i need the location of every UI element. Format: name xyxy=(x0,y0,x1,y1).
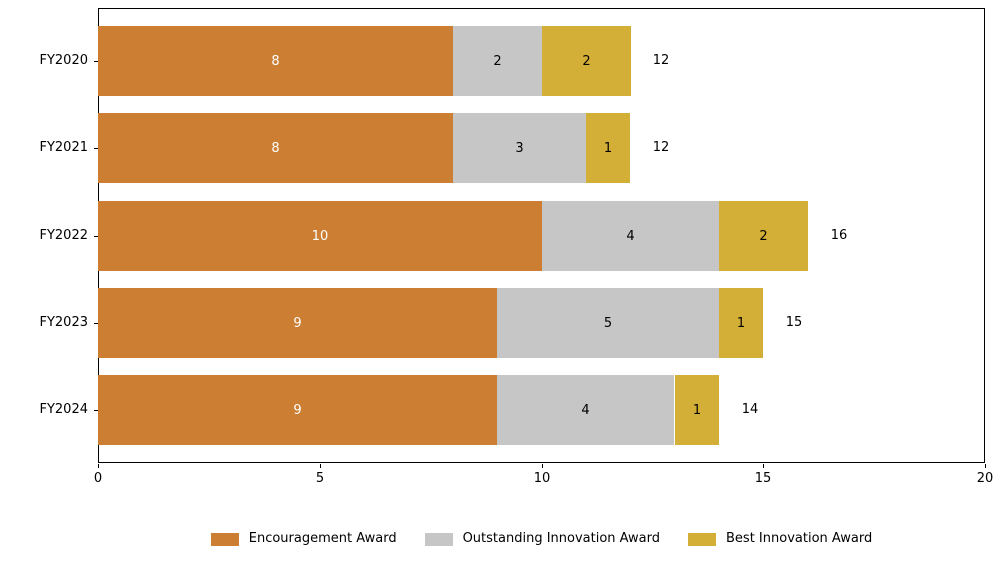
legend-item: Outstanding Innovation Award xyxy=(424,531,661,547)
legend-label: Best Innovation Award xyxy=(726,531,873,546)
bar-segment: 4 xyxy=(497,375,674,445)
total-label: 16 xyxy=(830,228,848,243)
bar-segment: 10 xyxy=(98,201,542,271)
bar-value-label: 3 xyxy=(515,140,524,156)
bar-value-label: 1 xyxy=(603,140,613,156)
bar-value-label: 8 xyxy=(271,140,280,156)
y-axis-label: FY2023 xyxy=(39,315,88,330)
bar-segment: 2 xyxy=(453,26,542,96)
y-axis-label: FY2021 xyxy=(39,140,88,155)
bar-segment: 3 xyxy=(453,113,586,183)
y-axis-label: FY2022 xyxy=(39,228,88,243)
bar-value-label: 4 xyxy=(626,228,635,244)
bar-segment: 2 xyxy=(542,26,631,96)
x-tick xyxy=(985,464,986,468)
legend-item: Best Innovation Award xyxy=(688,531,872,547)
bar-value-label: 1 xyxy=(736,315,746,331)
bar-value-label: 9 xyxy=(293,402,302,418)
legend-label: Encouragement Award xyxy=(248,531,397,546)
legend-swatch xyxy=(210,532,239,546)
bar-value-label: 8 xyxy=(271,53,280,69)
y-tick xyxy=(94,61,98,62)
bar-segment: 5 xyxy=(497,288,719,358)
bar-segment: 9 xyxy=(98,288,497,358)
bar-value-label: 4 xyxy=(581,402,590,418)
y-axis-label: FY2020 xyxy=(39,53,88,68)
x-tick xyxy=(542,464,543,468)
x-tick xyxy=(98,464,99,468)
total-label: 12 xyxy=(652,53,670,68)
legend-label: Outstanding Innovation Award xyxy=(462,531,661,546)
bar-value-label: 2 xyxy=(582,53,591,69)
bar-value-label: 2 xyxy=(759,228,768,244)
legend: Encouragement Award Outstanding Innovatio… xyxy=(98,524,985,554)
x-tick-label: 0 xyxy=(93,471,103,486)
x-tick xyxy=(320,464,321,468)
legend-swatch xyxy=(424,532,453,546)
x-tick-label: 10 xyxy=(533,471,551,486)
bar-segment: 2 xyxy=(719,201,808,271)
bar-segment: 8 xyxy=(98,26,453,96)
x-tick-label: 5 xyxy=(315,471,325,486)
legend-swatch xyxy=(688,532,717,546)
legend-item: Encouragement Award xyxy=(210,531,397,547)
bar-value-label: 5 xyxy=(603,315,613,331)
bar-segment: 1 xyxy=(719,288,763,358)
bar-segment: 9 xyxy=(98,375,497,445)
y-axis-label: FY2024 xyxy=(39,402,88,417)
x-tick-label: 20 xyxy=(976,471,994,486)
bar-segment: 8 xyxy=(98,113,453,183)
bar-value-label: 1 xyxy=(692,402,702,418)
y-tick xyxy=(94,236,98,237)
y-tick xyxy=(94,410,98,411)
total-label: 14 xyxy=(741,402,759,417)
bar-value-label: 10 xyxy=(311,228,329,244)
x-tick-label: 15 xyxy=(754,471,772,486)
x-tick xyxy=(763,464,764,468)
bar-value-label: 2 xyxy=(493,53,502,69)
bar-segment: 1 xyxy=(586,113,630,183)
total-label: 12 xyxy=(652,140,670,155)
y-tick xyxy=(94,148,98,149)
bar-segment: 4 xyxy=(542,201,719,271)
bar-value-label: 9 xyxy=(293,315,302,331)
y-tick xyxy=(94,323,98,324)
bar-segment: 1 xyxy=(675,375,719,445)
total-label: 15 xyxy=(785,315,803,330)
